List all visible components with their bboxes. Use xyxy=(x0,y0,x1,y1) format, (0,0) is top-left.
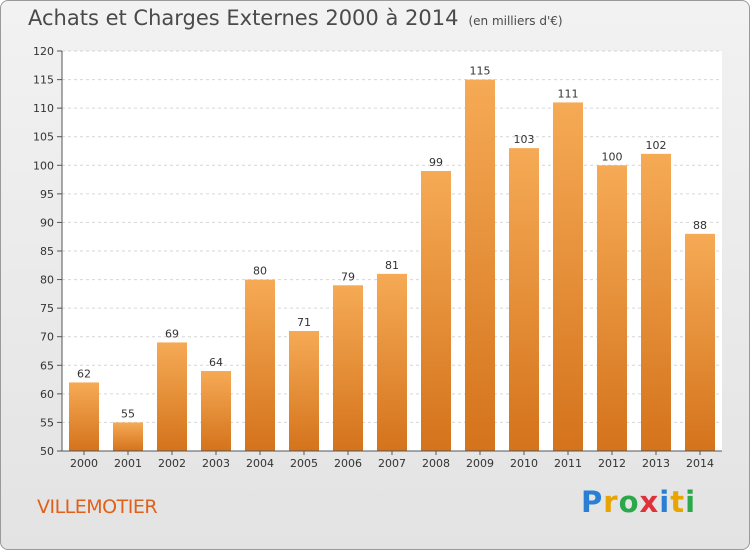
x-tick-label: 2008 xyxy=(422,457,450,470)
x-tick-label: 2007 xyxy=(378,457,406,470)
brand-letter: x xyxy=(639,485,660,519)
y-tick-label: 115 xyxy=(33,74,54,87)
bar xyxy=(421,171,451,451)
y-tick-label: 55 xyxy=(40,416,54,429)
bar xyxy=(69,382,99,451)
y-tick-label: 50 xyxy=(40,445,54,458)
y-tick-label: 110 xyxy=(33,102,54,115)
y-tick-label: 95 xyxy=(40,188,54,201)
x-tick-label: 2011 xyxy=(554,457,582,470)
bar xyxy=(641,153,671,451)
bar xyxy=(465,79,495,452)
bar-value-label: 81 xyxy=(385,259,399,272)
x-tick-label: 2005 xyxy=(290,457,318,470)
bar-value-label: 80 xyxy=(253,265,267,278)
y-tick-label: 105 xyxy=(33,131,54,144)
bar-value-label: 115 xyxy=(470,65,491,78)
bar xyxy=(377,273,407,451)
bar xyxy=(597,165,627,452)
y-tick-label: 60 xyxy=(40,388,54,401)
brand-letter: r xyxy=(603,485,619,519)
chart-subtitle: (en milliers d'€) xyxy=(468,14,563,28)
bar xyxy=(509,148,539,451)
bar xyxy=(201,371,231,451)
brand-letter: o xyxy=(618,485,640,519)
x-tick-label: 2004 xyxy=(246,457,274,470)
brand-letter: P xyxy=(581,485,604,519)
bar xyxy=(113,422,143,451)
bar-value-label: 103 xyxy=(514,133,535,146)
y-tick-label: 85 xyxy=(40,245,54,258)
bar xyxy=(289,331,319,451)
bar-value-label: 88 xyxy=(693,219,707,232)
y-tick-label: 80 xyxy=(40,274,54,287)
bar xyxy=(333,285,363,451)
y-tick-label: 100 xyxy=(33,159,54,172)
brand-logo: Proxiti xyxy=(581,485,696,519)
x-tick-label: 2006 xyxy=(334,457,362,470)
chart-title-text: Achats et Charges Externes 2000 à 2014 xyxy=(28,6,459,30)
y-tick-label: 70 xyxy=(40,331,54,344)
bar-value-label: 55 xyxy=(121,407,135,420)
bar-value-label: 102 xyxy=(646,139,667,152)
bar xyxy=(157,342,187,451)
bar xyxy=(685,233,715,451)
bar-value-label: 111 xyxy=(558,87,579,100)
bar-value-label: 64 xyxy=(209,356,223,369)
bar-value-label: 79 xyxy=(341,270,355,283)
place-name: VILLEMOTIER xyxy=(37,496,158,518)
bar-value-label: 69 xyxy=(165,327,179,340)
bar xyxy=(553,102,583,451)
x-tick-label: 2000 xyxy=(70,457,98,470)
brand-letter: i xyxy=(659,485,671,519)
x-tick-label: 2012 xyxy=(598,457,626,470)
brand-letter: i xyxy=(685,485,697,519)
bar-value-label: 99 xyxy=(429,156,443,169)
chart-title: Achats et Charges Externes 2000 à 2014 (e… xyxy=(28,6,563,30)
x-tick-label: 2014 xyxy=(686,457,714,470)
y-tick-label: 65 xyxy=(40,359,54,372)
bar-value-label: 62 xyxy=(77,367,91,380)
bar-value-label: 100 xyxy=(602,150,623,163)
x-tick-label: 2003 xyxy=(202,457,230,470)
x-tick-label: 2002 xyxy=(158,457,186,470)
brand-letter: t xyxy=(670,485,686,519)
bar-value-label: 71 xyxy=(297,316,311,329)
y-tick-label: 90 xyxy=(40,216,54,229)
bar xyxy=(245,279,275,451)
y-tick-label: 120 xyxy=(33,45,54,58)
x-tick-label: 2013 xyxy=(642,457,670,470)
y-tick-label: 75 xyxy=(40,302,54,315)
x-tick-label: 2010 xyxy=(510,457,538,470)
x-tick-label: 2001 xyxy=(114,457,142,470)
x-tick-label: 2009 xyxy=(466,457,494,470)
